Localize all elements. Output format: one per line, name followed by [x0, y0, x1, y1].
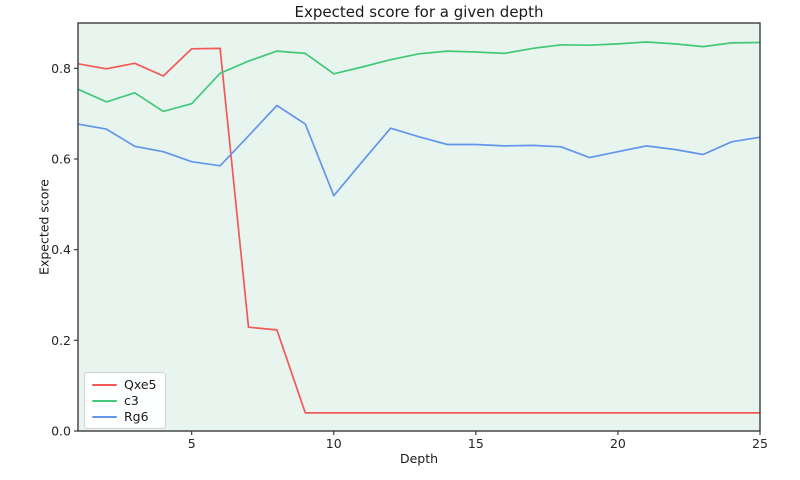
plot-background — [78, 23, 760, 431]
y-tick-label: 0.4 — [51, 242, 71, 257]
y-tick-label: 0.2 — [51, 333, 71, 348]
x-tick-label: 15 — [468, 436, 484, 451]
legend-item-rg6: Rg6 — [92, 410, 157, 423]
axes-frame — [77, 22, 761, 432]
y-tick-label: 0.8 — [51, 61, 71, 76]
legend-line-swatch-red — [92, 383, 117, 386]
legend-label-rg6: Rg6 — [124, 409, 149, 424]
legend-item-qxe5: Qxe5 — [92, 378, 157, 391]
series-line-Qxe5 — [77, 47, 760, 414]
legend-item-c3: c3 — [92, 394, 157, 407]
series-line-Rg6 — [77, 104, 761, 197]
legend-label-qxe5: Qxe5 — [124, 377, 157, 392]
legend-line-swatch-green — [92, 399, 117, 402]
y-tick-label: 0.0 — [51, 424, 71, 439]
y-tick-label: 0.6 — [51, 152, 71, 167]
series-line-c3 — [77, 41, 761, 113]
x-axis-label: Depth — [399, 451, 439, 466]
x-tick-label: 5 — [188, 436, 196, 451]
x-tick-label: 25 — [752, 436, 768, 451]
x-tick-label: 10 — [326, 436, 342, 451]
legend-label-c3: c3 — [124, 393, 139, 408]
legend-box: Qxe5 c3 Rg6 — [84, 372, 166, 429]
x-tick-label: 20 — [610, 436, 626, 451]
legend-line-swatch-blue — [92, 415, 117, 418]
chart-title: Expected score for a given depth — [294, 3, 544, 21]
